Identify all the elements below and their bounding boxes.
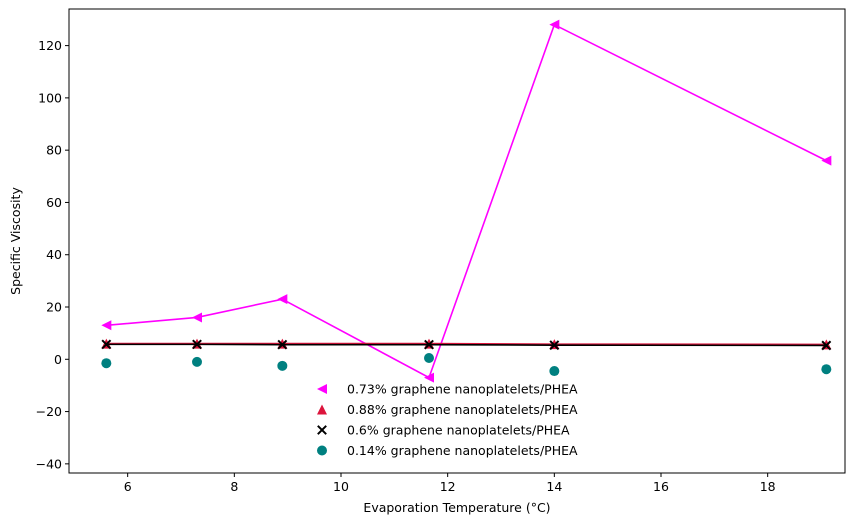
data-point xyxy=(821,155,832,166)
data-point xyxy=(424,352,434,363)
legend: 0.73% graphene nanoplatelets/PHEA 0.88% g… xyxy=(317,382,578,458)
legend-item: 0.6% graphene nanoplatelets/PHEA xyxy=(317,423,570,438)
y-tick-label: 120 xyxy=(38,38,62,53)
legend-label: 0.73% graphene nanoplatelets/PHEA xyxy=(347,382,578,397)
legend-label: 0.6% graphene nanoplatelets/PHEA xyxy=(347,423,570,438)
legend-marker xyxy=(317,445,327,456)
series-layer xyxy=(101,19,832,383)
x-tick-label: 14 xyxy=(546,479,562,494)
data-point-stroke xyxy=(192,339,202,350)
x-axis: 6 8 10 12 14 16 18 xyxy=(124,473,776,494)
plot-area xyxy=(68,8,846,474)
data-point xyxy=(192,312,202,323)
y-tick-label: 60 xyxy=(46,195,62,210)
y-tick-label: 80 xyxy=(46,143,62,158)
data-point xyxy=(101,320,112,331)
series-0 xyxy=(101,19,832,383)
x-tick-label: 6 xyxy=(124,479,132,494)
data-point-stroke xyxy=(821,340,832,351)
data-point xyxy=(549,340,560,351)
x-axis-label: Evaporation Temperature (°C) xyxy=(363,500,550,515)
data-point xyxy=(424,372,434,383)
x-tick-label: 8 xyxy=(230,479,238,494)
legend-label: 0.14% graphene nanoplatelets/PHEA xyxy=(347,443,578,458)
data-point xyxy=(277,360,288,371)
legend-item: 0.73% graphene nanoplatelets/PHEA xyxy=(317,382,578,397)
data-point xyxy=(101,358,112,369)
x-tick-label: 10 xyxy=(333,479,349,494)
y-axis-label: Specific Viscosity xyxy=(8,187,23,295)
data-point xyxy=(101,339,112,350)
y-tick-label: 20 xyxy=(46,300,62,315)
data-point-stroke xyxy=(549,340,560,351)
series-3 xyxy=(101,352,832,377)
x-tick-label: 18 xyxy=(760,479,776,494)
data-point xyxy=(549,19,560,30)
series-2 xyxy=(101,339,832,351)
data-point xyxy=(192,356,202,367)
data-point xyxy=(192,339,202,350)
series-line xyxy=(106,343,827,347)
data-point xyxy=(424,339,434,350)
legend-label: 0.88% graphene nanoplatelets/PHEA xyxy=(347,402,578,417)
legend-marker xyxy=(317,425,327,435)
y-tick-label: 40 xyxy=(46,247,62,262)
data-point-stroke xyxy=(101,339,112,350)
y-tick-label: −40 xyxy=(36,456,62,471)
data-point xyxy=(277,339,288,350)
legend-item: 0.88% graphene nanoplatelets/PHEA xyxy=(317,402,578,417)
series-line xyxy=(106,23,827,379)
y-tick-label: −20 xyxy=(36,404,62,419)
data-point xyxy=(821,364,832,375)
legend-marker xyxy=(317,404,327,415)
data-point-stroke xyxy=(424,339,434,350)
y-tick-label: 100 xyxy=(38,90,62,105)
data-point-stroke xyxy=(277,339,288,350)
x-tick-label: 12 xyxy=(440,479,456,494)
plot-border xyxy=(68,8,846,474)
legend-marker-stroke xyxy=(317,425,327,435)
x-tick-label: 16 xyxy=(653,479,669,494)
data-point xyxy=(549,366,560,377)
data-point xyxy=(821,340,832,351)
y-tick-label: 0 xyxy=(54,352,62,367)
legend-marker xyxy=(317,384,327,394)
data-point xyxy=(277,294,288,305)
legend-item: 0.14% graphene nanoplatelets/PHEA xyxy=(317,443,578,458)
y-axis: −40 −20 0 20 40 60 80 100 120 xyxy=(36,38,69,471)
